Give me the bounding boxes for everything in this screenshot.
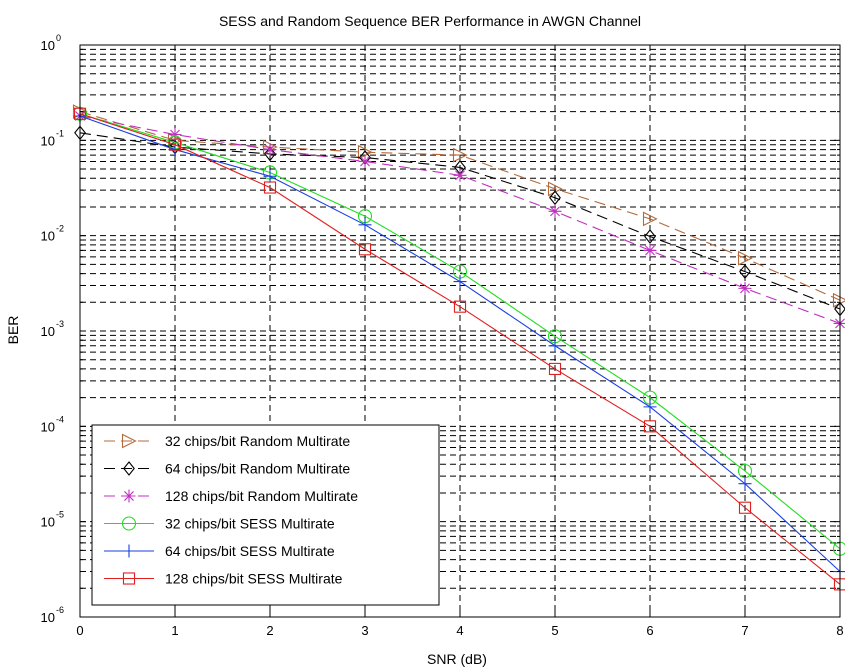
legend-label: 64 chips/bit SESS Multirate bbox=[165, 543, 335, 559]
x-tick-label: 8 bbox=[836, 623, 843, 638]
legend[interactable]: 32 chips/bit Random Multirate 64 chips/bi… bbox=[91, 424, 440, 606]
series-line bbox=[79, 113, 841, 550]
y-tick-exponent: 0 bbox=[56, 33, 61, 43]
series-line bbox=[79, 132, 841, 310]
plus-marker bbox=[453, 275, 467, 289]
y-tick-label: 10 bbox=[41, 38, 55, 53]
asterisk-marker bbox=[122, 489, 136, 503]
x-tick-label: 4 bbox=[456, 623, 463, 638]
diamond-marker bbox=[123, 461, 135, 476]
asterisk-marker bbox=[548, 204, 562, 218]
plus-marker bbox=[263, 169, 277, 183]
square-marker bbox=[168, 138, 182, 151]
diamond-marker bbox=[644, 229, 656, 244]
diamond-marker bbox=[549, 190, 561, 206]
legend-item[interactable]: 32 chips/bit Random Multirate bbox=[104, 433, 350, 449]
legend-label: 32 chips/bit Random Multirate bbox=[165, 433, 350, 449]
x-tick-label: 6 bbox=[646, 623, 653, 638]
triangle-right-marker bbox=[452, 147, 468, 163]
y-tick-label: 10 bbox=[41, 133, 55, 148]
y-tick-exponent: -4 bbox=[56, 414, 64, 424]
y-tick-exponent: -3 bbox=[56, 319, 64, 329]
asterisk-marker bbox=[738, 281, 752, 295]
chart-title: SESS and Random Sequence BER Performance… bbox=[219, 13, 641, 29]
square-marker bbox=[548, 362, 562, 376]
axes bbox=[79, 44, 841, 618]
square-marker bbox=[453, 300, 467, 313]
square-marker bbox=[643, 420, 657, 433]
series-line bbox=[79, 113, 841, 585]
legend-item[interactable]: 128 chips/bit Random Multirate bbox=[104, 488, 358, 504]
x-tick-label: 3 bbox=[361, 623, 368, 638]
square-marker bbox=[122, 572, 136, 585]
legend-item[interactable]: 64 chips/bit Random Multirate bbox=[104, 461, 350, 477]
diamond-marker bbox=[264, 146, 276, 162]
legend-item[interactable]: 32 chips/bit SESS Multirate bbox=[104, 516, 335, 532]
asterisk-marker bbox=[453, 168, 467, 182]
square-marker bbox=[358, 243, 372, 256]
x-tick-label: 0 bbox=[76, 623, 83, 638]
legend-box bbox=[91, 424, 440, 606]
asterisk-marker bbox=[643, 243, 657, 257]
x-tick-label: 2 bbox=[266, 623, 273, 638]
circle-marker bbox=[121, 516, 137, 531]
plus-marker bbox=[643, 400, 657, 414]
series-2 bbox=[74, 125, 845, 317]
series-line bbox=[79, 111, 841, 301]
square-marker bbox=[263, 181, 277, 194]
y-tick-exponent: -2 bbox=[56, 224, 64, 234]
legend-item[interactable]: 64 chips/bit SESS Multirate bbox=[104, 543, 335, 559]
legend-label: 128 chips/bit SESS Multirate bbox=[165, 571, 343, 587]
y-tick-exponent: -5 bbox=[56, 510, 64, 520]
legend-label: 32 chips/bit SESS Multirate bbox=[165, 516, 335, 532]
asterisk-marker bbox=[168, 128, 182, 142]
y-tick-label: 10 bbox=[41, 515, 55, 530]
x-tick-label: 5 bbox=[551, 623, 558, 638]
legend-label: 128 chips/bit Random Multirate bbox=[165, 488, 358, 504]
triangle-right-marker bbox=[737, 250, 753, 266]
y-tick-label: 10 bbox=[41, 419, 55, 434]
x-tick-label: 1 bbox=[171, 623, 178, 638]
plus-marker bbox=[548, 339, 562, 353]
square-marker bbox=[738, 501, 752, 514]
diamond-marker bbox=[739, 264, 751, 279]
asterisk-marker bbox=[263, 143, 277, 157]
y-tick-label: 10 bbox=[41, 324, 55, 339]
x-axis-title: SNR (dB) bbox=[427, 651, 487, 667]
triangle-right-marker bbox=[642, 211, 658, 227]
y-tick-exponent: -6 bbox=[56, 605, 64, 615]
y-tick-label: 10 bbox=[41, 229, 55, 244]
plus-marker bbox=[122, 544, 136, 558]
y-tick-exponent: -1 bbox=[56, 128, 64, 138]
legend-label: 64 chips/bit Random Multirate bbox=[165, 461, 350, 477]
y-axis-title: BER bbox=[5, 316, 21, 345]
plus-marker bbox=[358, 218, 372, 232]
legend-item[interactable]: 128 chips/bit SESS Multirate bbox=[104, 571, 343, 587]
x-tick-label: 7 bbox=[741, 623, 748, 638]
asterisk-marker bbox=[358, 154, 372, 168]
grid-lines bbox=[80, 45, 840, 617]
triangle-right-marker bbox=[121, 433, 137, 449]
y-tick-label: 10 bbox=[41, 610, 55, 625]
plus-marker bbox=[738, 477, 752, 491]
